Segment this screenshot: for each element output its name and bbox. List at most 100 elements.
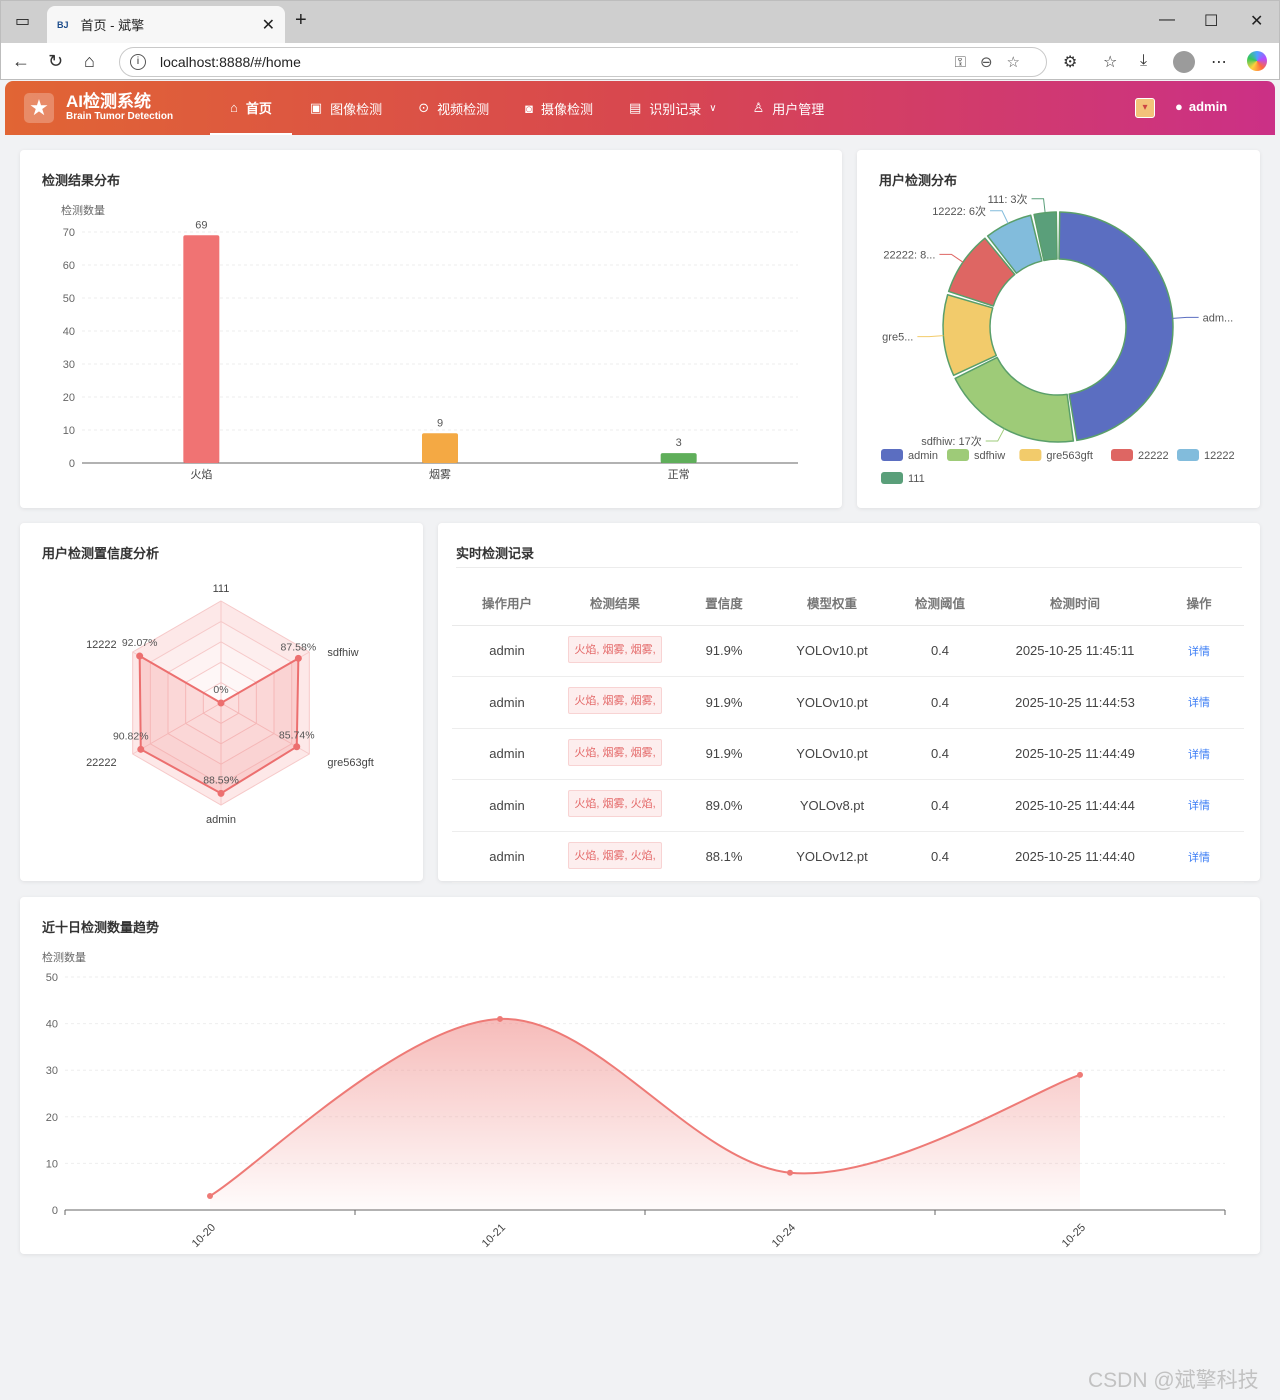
x-tick-label: 火焰: [190, 467, 212, 481]
user-menu[interactable]: ● admin: [1175, 99, 1227, 114]
radar-indicator-label: 111: [213, 583, 230, 595]
menu-label: 用户管理: [772, 101, 825, 117]
column-header[interactable]: 检测结果: [562, 581, 668, 626]
address-actions-icon[interactable]: ⚿⊖☆: [954, 54, 1034, 71]
detail-link[interactable]: 详情: [1188, 697, 1210, 710]
column-header[interactable]: 检测时间: [996, 581, 1154, 626]
menu-item-users[interactable]: ♙ 用户管理: [735, 81, 843, 135]
pie-slice: [947, 237, 1016, 307]
cell-model: YOLOv8.pt: [780, 779, 884, 832]
legend-swatch: [1019, 449, 1042, 461]
browser-chrome: ▭ BJ 首页 - 斌擎 ✕ + — ☐ ✕ ← ↻ ⌂ i localhost…: [0, 0, 1280, 80]
favicon-icon: BJ: [57, 19, 69, 30]
username: admin: [1188, 99, 1228, 114]
radar-value-label: 92.07%: [122, 637, 158, 649]
column-header[interactable]: 模型权重: [780, 581, 884, 626]
cell-confidence: 91.9%: [668, 728, 780, 780]
y-tick-label: 0: [69, 458, 75, 470]
radar-value-label: 88.59%: [203, 774, 239, 786]
pie-label-line: [939, 253, 964, 263]
close-window-icon[interactable]: ✕: [1250, 13, 1264, 30]
maximize-icon[interactable]: ☐: [1204, 13, 1219, 30]
detail-link[interactable]: 详情: [1188, 748, 1210, 761]
notification-icon[interactable]: ▾: [1135, 98, 1155, 118]
radar-axis: [132, 702, 222, 755]
records-title: 实时检测记录: [456, 546, 535, 561]
menu-item-records[interactable]: ▤ 识别记录 ∨: [611, 81, 735, 135]
app-subtitle: Brain Tumor Detection: [66, 111, 174, 122]
detail-link[interactable]: 详情: [1188, 800, 1210, 813]
cell-time: 2025-10-25 11:45:11: [996, 625, 1154, 677]
result-tag: 火焰, 烟雾, 火焰,: [568, 790, 662, 818]
y-axis-label: 检测数量: [61, 203, 105, 217]
downloads-icon[interactable]: ⤓: [1140, 52, 1148, 69]
y-tick-label: 30: [46, 1065, 58, 1077]
column-header[interactable]: 操作用户: [452, 581, 562, 626]
menu-item-camera-detect[interactable]: ◙ 摄像检测: [507, 81, 611, 135]
pie-label-line: [1172, 316, 1199, 319]
data-point: [497, 1015, 503, 1022]
cell-confidence: 88.1%: [668, 831, 780, 883]
y-tick-label: 60: [63, 260, 75, 272]
menu-item-image-detect[interactable]: ▣ 图像检测: [292, 81, 400, 135]
pie-label-line: [990, 210, 1009, 224]
legend-swatch: [1177, 449, 1199, 461]
y-tick-label: 50: [63, 293, 75, 305]
legend-label: 22222: [1138, 450, 1169, 462]
detail-link[interactable]: 详情: [1188, 645, 1210, 658]
result-tag: 火焰, 烟雾, 烟雾,: [568, 738, 662, 766]
pie-slice: [942, 294, 998, 377]
table-row: admin 火焰, 烟雾, 烟雾, 91.9% YOLOv10.pt 0.4 2…: [452, 728, 1244, 780]
refresh-icon[interactable]: ↻: [48, 51, 64, 71]
pie-label-line: [1031, 198, 1046, 213]
chevron-down-icon: ∨: [709, 102, 717, 114]
tab-strip: ▭ BJ 首页 - 斌擎 ✕ + — ☐ ✕: [1, 1, 1279, 43]
pie-label-line: [985, 428, 1005, 442]
info-icon[interactable]: i: [130, 54, 146, 70]
more-icon[interactable]: ⋯: [1211, 54, 1227, 71]
new-tab-icon[interactable]: +: [295, 9, 307, 31]
column-header[interactable]: 检测阈值: [884, 581, 996, 626]
y-tick-label: 10: [63, 425, 75, 437]
tab-actions-icon[interactable]: ▭: [15, 13, 31, 30]
menu-item-home[interactable]: ⌂ 首页: [210, 81, 292, 135]
profile-avatar[interactable]: [1173, 51, 1195, 73]
favorites-icon[interactable]: ☆: [1103, 54, 1118, 71]
menu-item-video-detect[interactable]: ⊙ 视频检测: [400, 81, 507, 135]
watermark: CSDN @斌擎科技: [1088, 1369, 1259, 1392]
menu-label: 视频检测: [437, 101, 490, 117]
data-point: [207, 1193, 213, 1200]
legend-swatch: [947, 449, 969, 461]
x-tick-label: 10-21: [480, 1222, 508, 1250]
radar-point: [217, 699, 225, 707]
y-axis-label: 检测数量: [42, 950, 86, 964]
home-icon[interactable]: ⌂: [84, 51, 95, 71]
y-tick-label: 10: [46, 1158, 58, 1170]
extensions-icon[interactable]: ⚙: [1063, 54, 1078, 71]
column-header[interactable]: 操作: [1154, 581, 1244, 626]
minimize-icon[interactable]: —: [1159, 11, 1175, 28]
back-icon[interactable]: ←: [12, 51, 30, 71]
legend-swatch: [881, 472, 903, 484]
data-point: [787, 1169, 793, 1176]
column-header[interactable]: 置信度: [668, 581, 780, 626]
pie-slice-label: 111: 3次: [988, 192, 1028, 206]
legend-label: gre563gft: [1046, 450, 1092, 462]
detail-link[interactable]: 详情: [1188, 851, 1210, 864]
main-menu: ⌂ 首页 ▣ 图像检测 ⊙ 视频检测 ◙ 摄像检测 ▤ 识别记录 ∨ ♙ 用户管理: [210, 81, 842, 135]
cell-action: 详情: [1154, 779, 1244, 832]
address-row: ← ↻ ⌂ i localhost:8888/#/home ⚿⊖☆ ⚙ ☆ ⤓ …: [1, 43, 1279, 81]
legend-label: 12222: [1204, 450, 1235, 462]
address-bar[interactable]: i localhost:8888/#/home ⚿⊖☆: [119, 47, 1047, 77]
cell-user: admin: [452, 625, 562, 677]
cell-user: admin: [452, 676, 562, 729]
copilot-icon[interactable]: [1247, 51, 1267, 71]
radar-chart: 0% 87.58% 85.74% 88.59% 90.82% 92.07% 111 sdfhi…: [86, 583, 374, 826]
menu-label: 图像检测: [330, 101, 383, 117]
pie-chart-title: 用户检测分布: [879, 173, 958, 188]
legend-label: 111: [908, 473, 925, 485]
radar-value-label: 0%: [213, 684, 228, 696]
browser-tab[interactable]: BJ 首页 - 斌擎 ✕: [47, 6, 285, 43]
legend-label: sdfhiw: [974, 450, 1005, 462]
close-tab-icon[interactable]: ✕: [261, 16, 275, 34]
